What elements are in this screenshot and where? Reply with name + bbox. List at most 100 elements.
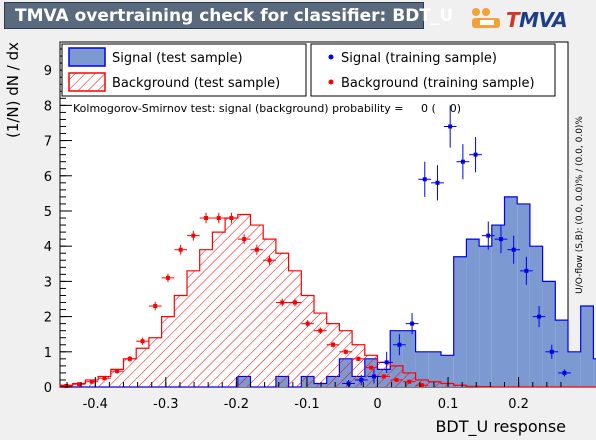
signal-train-point (405, 313, 419, 335)
signal-train-point (545, 344, 559, 359)
background-test-bar (453, 385, 467, 387)
y-tick-label: 2 (44, 311, 52, 326)
background-train-point (110, 369, 124, 374)
background-test-bar (174, 295, 187, 387)
x-axis-label: BDT_U response (435, 417, 566, 437)
background-train-point (187, 230, 200, 241)
background-test-bar (212, 232, 226, 387)
background-train-point (60, 383, 73, 388)
background-test-bar (225, 218, 238, 387)
y-tick-label: 7 (44, 135, 52, 150)
x-tick-label: 0.2 (508, 397, 529, 412)
y-tick-label: 5 (44, 205, 52, 220)
background-test-bar (187, 270, 200, 387)
x-tick-label: 0 (373, 397, 381, 412)
background-train-point (352, 356, 365, 361)
background-test-bar (364, 355, 378, 387)
background-test-bar (123, 358, 137, 387)
y-tick-label: 8 (44, 99, 52, 114)
signal-test-bar (542, 281, 556, 387)
background-train-point (161, 273, 175, 283)
legend-signal-train-marker (328, 54, 334, 60)
signal-test-bar (453, 256, 467, 387)
signal-test-bar (568, 351, 581, 387)
legend-signal-train-label: Signal (training sample) (341, 51, 497, 66)
background-test-bar (441, 383, 454, 387)
tmva-logo: TMVA (470, 6, 580, 36)
signal-train-point (507, 235, 521, 264)
background-train-point (72, 382, 86, 387)
background-train-point (199, 212, 213, 224)
signal-test-bar (555, 320, 568, 387)
background-train-point (250, 244, 264, 255)
signal-test-bar (517, 203, 530, 387)
signal-train-point (431, 165, 444, 201)
background-train-point (415, 383, 429, 388)
signal-train-point (456, 144, 470, 180)
signal-train-point (494, 225, 508, 254)
background-train-point (364, 365, 378, 370)
background-train-point (263, 255, 276, 265)
signal-test-bar (504, 196, 518, 387)
signal-train-point (342, 379, 355, 387)
background-test-bar (136, 348, 149, 387)
background-test-bar (326, 323, 340, 387)
signal-test-bar (479, 246, 492, 387)
signal-test-bar (580, 306, 594, 387)
tmva-logo-text: TMVA (506, 8, 568, 32)
background-train-point (402, 379, 416, 384)
signal-train-point (443, 105, 457, 148)
signal-train-point (481, 221, 495, 250)
legend-background-train-marker (328, 79, 334, 85)
ks-test-text: Kolmogorov-Smirnov test: signal (backgro… (73, 102, 461, 115)
signal-train-point (393, 334, 406, 356)
signal-test-bar (491, 225, 505, 387)
signal-train-point (418, 161, 432, 197)
legend-background-train-label: Background (training sample) (341, 76, 535, 91)
legend-background-test-label: Background (test sample) (112, 76, 280, 91)
background-test-bar (98, 376, 111, 387)
legend-background-test-swatch (68, 72, 106, 92)
background-test-bar (250, 225, 264, 387)
plot-title: TMVA overtraining check for classifier: … (15, 6, 454, 26)
plot-title-box: TMVA overtraining check for classifier: … (4, 2, 453, 29)
background-train-point (136, 337, 149, 345)
x-tick-label: -0.1 (294, 397, 319, 412)
background-test-bar (275, 253, 289, 387)
y-tick-label: 1 (44, 346, 52, 361)
signal-train-point (558, 369, 571, 377)
background-train-point (314, 327, 327, 334)
x-tick-label: -0.4 (83, 397, 108, 412)
background-train-point (275, 298, 289, 307)
background-test-bar (110, 369, 124, 387)
background-train-point (174, 244, 187, 255)
y-tick-label: 0 (44, 381, 52, 396)
signal-test-bar (466, 239, 480, 387)
tmva-logo-icon (472, 8, 500, 28)
signal-test-bar (428, 351, 441, 387)
background-train-point (85, 379, 99, 384)
background-test-bar (339, 330, 353, 387)
legend-box-train (310, 43, 556, 97)
background-test-bar (314, 313, 327, 387)
overflow-text: U/O-flow (S,B): (0.0, 0.0)% / (0.0, 0.0)… (575, 116, 585, 294)
x-tick-label: -0.2 (224, 397, 249, 412)
background-test-bar (263, 239, 276, 387)
x-tick-label: -0.3 (153, 397, 178, 412)
background-train-point (339, 349, 353, 355)
background-test-bar (288, 270, 302, 387)
signal-test-bar (593, 358, 596, 387)
background-train-point (98, 376, 111, 381)
signal-test-bar (415, 351, 429, 387)
y-tick-label: 4 (44, 240, 52, 255)
background-test-bar (428, 381, 441, 387)
y-axis-label: (1/N) dN / dx (4, 42, 22, 138)
background-train-point (225, 212, 238, 224)
background-test-bar (148, 337, 162, 387)
y-tick-label: 6 (44, 170, 52, 185)
background-train-point (288, 298, 302, 307)
background-test-outline (59, 213, 596, 388)
legend-signal-test-label: Signal (test sample) (112, 51, 243, 66)
x-tick-label: 0.1 (438, 397, 459, 412)
